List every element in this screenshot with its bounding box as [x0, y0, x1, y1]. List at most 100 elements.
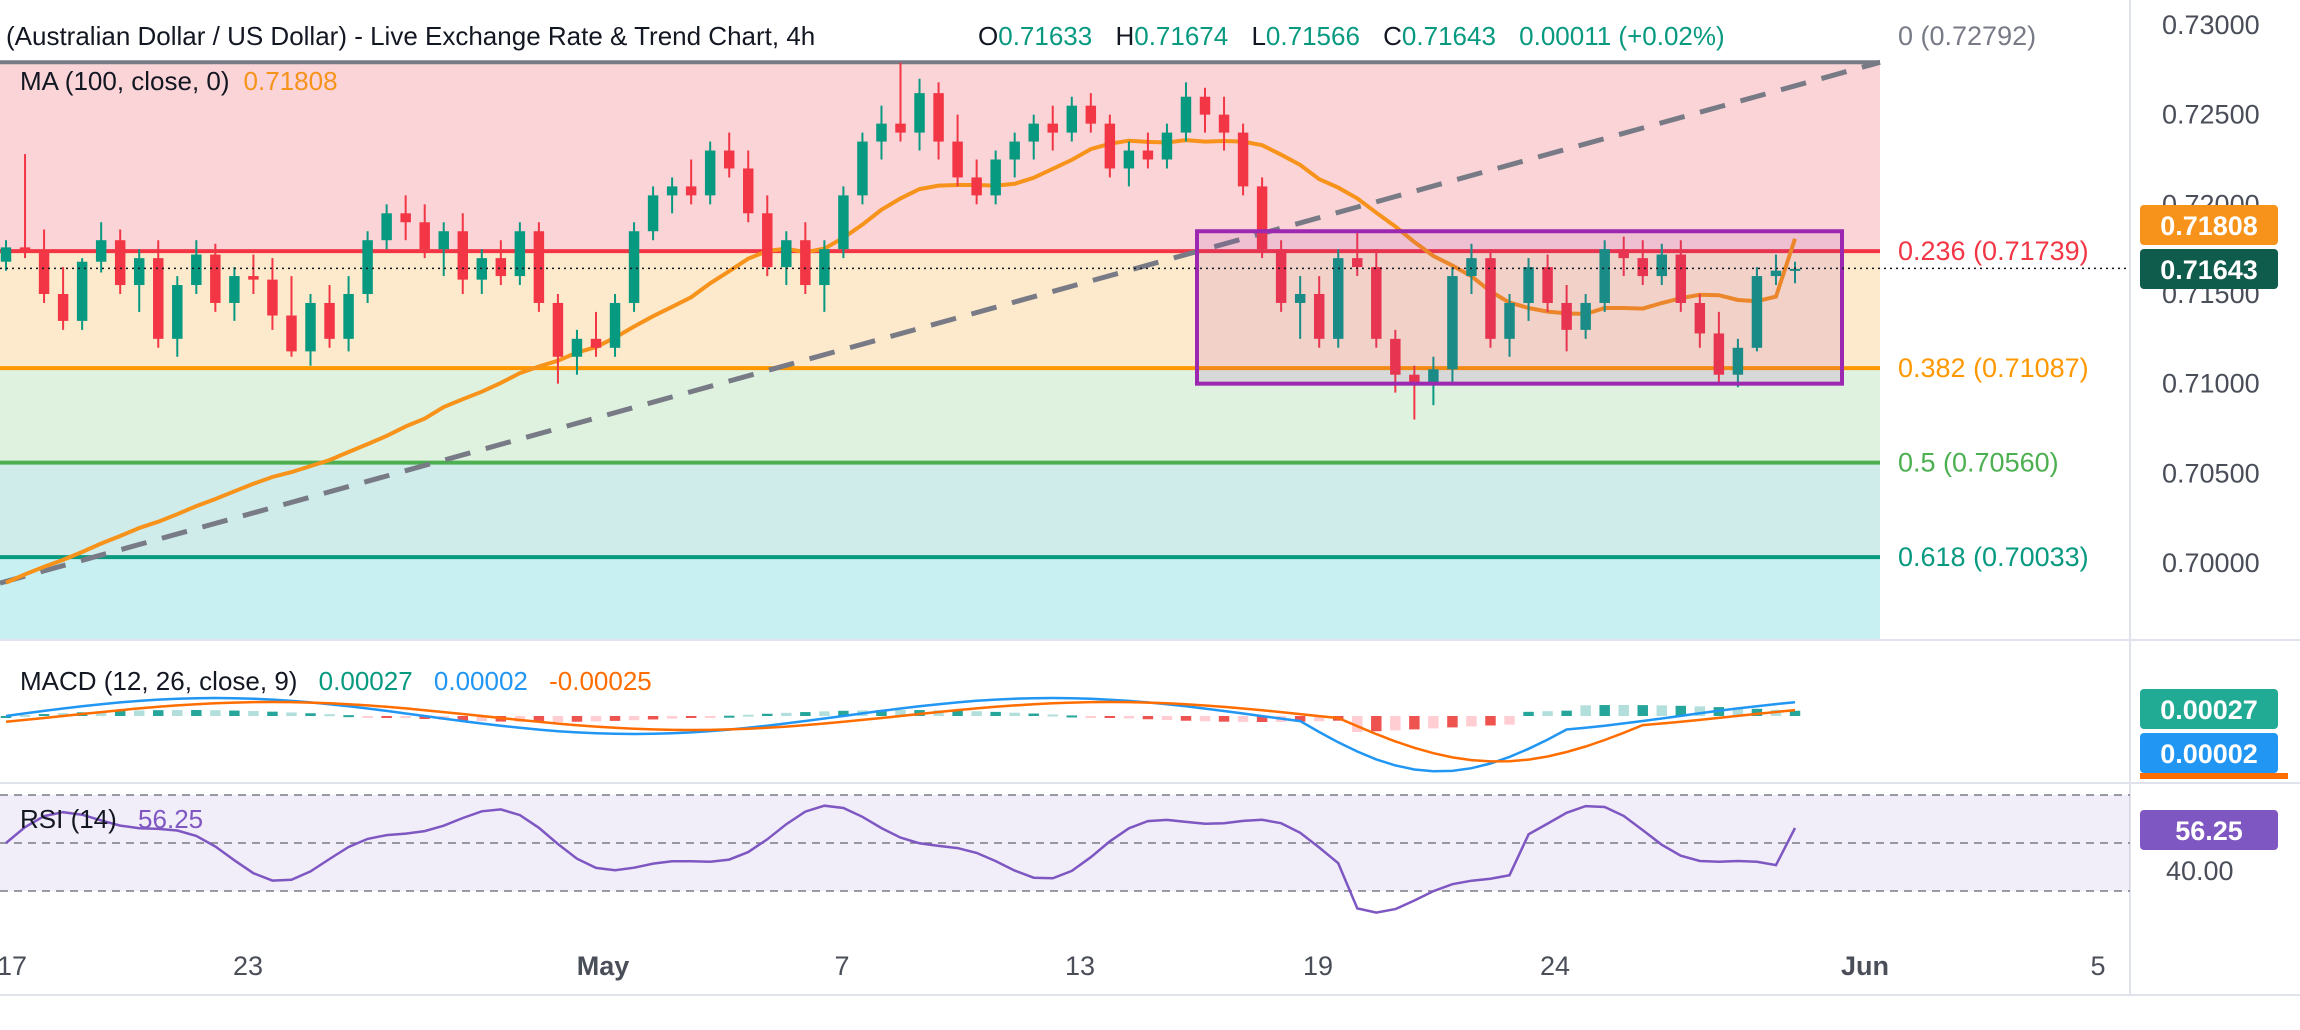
time-axis[interactable]: 17 23 May 7 13 19 24 Jun 5 — [0, 951, 2106, 981]
time-tick-label: 19 — [1303, 951, 1333, 981]
macd-histogram-bar — [1028, 713, 1039, 716]
macd-histogram-bar — [305, 713, 316, 716]
macd-histogram-bar — [1047, 714, 1058, 717]
rsi-pane — [0, 794, 2130, 914]
time-tick-label: 17 — [0, 951, 27, 981]
macd-histogram-bar — [666, 716, 678, 719]
open-value: 0.71633 — [998, 21, 1092, 51]
candle-body — [1294, 294, 1306, 303]
candle-body — [114, 240, 126, 286]
macd-value: 0.00027 — [319, 666, 413, 696]
candle-body — [1390, 338, 1401, 375]
candle-body — [1313, 294, 1325, 339]
chart-header: (Australian Dollar / US Dollar) - Live E… — [6, 21, 1725, 96]
candle-body — [1599, 249, 1610, 303]
candle-body — [76, 261, 88, 321]
candlestick-series — [0, 62, 1801, 420]
candle-body — [1066, 105, 1078, 133]
fib-level-label: 0.382 (0.71087) — [1898, 353, 2089, 383]
hist-badge-edge — [2140, 773, 2288, 779]
macd-histogram-bar — [1123, 716, 1135, 719]
macd-histogram-bar — [1618, 705, 1629, 716]
macd-histogram-bar — [800, 712, 811, 716]
candle-body — [1333, 258, 1344, 339]
price-tick-label: 0.71000 — [2162, 369, 2260, 399]
candle-body — [1142, 150, 1154, 160]
trend-line-dashed[interactable] — [0, 59, 1881, 586]
macd-histogram-bar — [229, 710, 240, 716]
macd-histogram-bar — [1161, 716, 1173, 721]
candle-body — [1275, 249, 1287, 303]
candle-body — [571, 338, 583, 357]
macd-histogram-bar — [0, 716, 12, 718]
macd-histogram-bar — [1142, 716, 1154, 720]
candle-body — [781, 240, 792, 268]
candle-body — [1618, 249, 1629, 259]
candle-body — [1789, 268, 1801, 271]
candle-body — [590, 338, 602, 348]
candle-body — [685, 186, 697, 196]
macd-histogram-bar — [1523, 711, 1534, 716]
candle-body — [819, 249, 830, 286]
candle-body — [723, 150, 735, 169]
macd-histogram-bar — [1466, 716, 1477, 727]
candle-body — [762, 213, 773, 268]
macd-signal-line — [5, 700, 1796, 763]
macd-pane — [0, 696, 1801, 773]
candle-body — [1523, 267, 1534, 303]
rsi-label: RSI (14) — [20, 804, 117, 834]
macd-histogram-bar — [685, 716, 697, 718]
candle-body — [1770, 270, 1782, 277]
candle-body — [191, 254, 202, 286]
candle-body — [1123, 150, 1135, 169]
macd-histogram-bar — [381, 716, 392, 718]
candle-body — [95, 240, 107, 262]
macd-histogram-bar — [781, 712, 792, 716]
ma-label: MA (100, close, 0) — [20, 66, 230, 96]
candle-body — [381, 213, 392, 241]
range-box[interactable] — [1195, 229, 1844, 386]
candle-body — [419, 222, 430, 250]
macd-legend: MACD (12, 26, close, 9) 0.00027 0.00002 … — [20, 666, 652, 696]
candle-body — [1485, 258, 1496, 339]
rsi-badge — [2140, 810, 2278, 850]
ma-price-badge-text: 0.71808 — [2160, 211, 2258, 241]
close-label: C — [1383, 21, 1402, 51]
macd-badge — [2140, 689, 2278, 729]
macd-histogram-bar — [647, 716, 659, 720]
macd-histogram-bar — [286, 712, 297, 716]
change-value: 0.00011 (+0.02%) — [1519, 21, 1725, 51]
candle-body — [1028, 123, 1039, 142]
candle-body — [514, 231, 526, 277]
ma-legend: MA (100, close, 0) 0.71808 — [20, 66, 338, 96]
candle-body — [305, 302, 316, 352]
candle-body — [857, 141, 868, 196]
candle-body — [248, 276, 259, 280]
chart-title: (Australian Dollar / US Dollar) - Live E… — [6, 21, 815, 51]
macd-histogram-bar — [476, 716, 488, 722]
rsi-line — [5, 804, 1797, 914]
macd-histogram-bar — [267, 711, 278, 716]
macd-histogram-bar — [723, 715, 735, 718]
macd-histogram-bar — [153, 710, 164, 716]
candle-body — [895, 123, 906, 133]
candle-body — [362, 240, 373, 294]
macd-histogram-bar — [1694, 706, 1706, 716]
ohlc-readout: O0.71633 H0.71674 L0.71566 C0.71643 0.00… — [978, 21, 1725, 51]
candle-body — [666, 186, 678, 196]
candle-body — [229, 276, 240, 303]
candle-body — [971, 177, 982, 196]
candle-body — [1218, 114, 1230, 133]
candle-body — [1466, 258, 1477, 277]
range-rectangle[interactable] — [1195, 229, 1844, 386]
candle-body — [343, 294, 354, 339]
candle-body — [1637, 258, 1648, 277]
macd-badge-text: 0.00027 — [2160, 695, 2258, 725]
time-tick-label: May — [577, 951, 630, 981]
macd-histogram-bar — [1485, 716, 1496, 726]
macd-histogram-bar — [762, 713, 773, 716]
candle-body — [267, 279, 278, 316]
candle-body — [0, 247, 12, 262]
trend-line[interactable] — [0, 59, 1881, 586]
